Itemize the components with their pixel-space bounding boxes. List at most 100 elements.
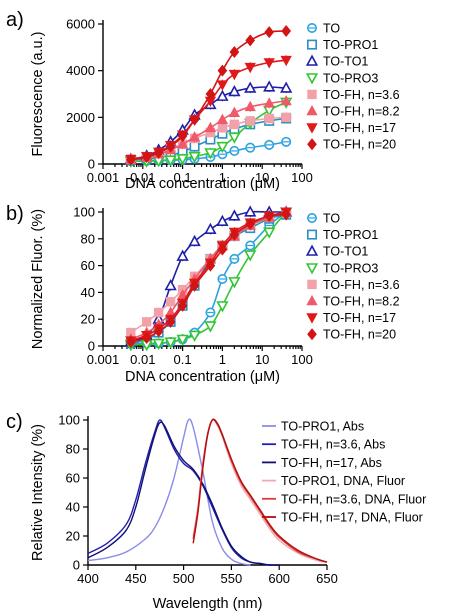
y-tick-label: 40 <box>66 500 80 515</box>
legend-label: TO-FH, n=17 <box>323 121 396 135</box>
x-tick-label: 0.001 <box>87 170 120 185</box>
data-point <box>217 64 228 77</box>
legend-marker <box>307 138 317 151</box>
data-point <box>263 227 276 239</box>
series-8: TO-FH, n=20 <box>125 25 396 166</box>
data-point <box>177 299 188 312</box>
chart-panel-3: c) 400 450 500 550 600 650 0 20 40 60 80 100 Waveleng… <box>6 411 426 611</box>
x-tick-label: 550 <box>221 571 243 586</box>
data-point <box>164 337 177 349</box>
legend-label: TO <box>323 22 340 36</box>
x-tick-label: 0.01 <box>130 352 155 367</box>
x-tick-label: 10 <box>255 170 269 185</box>
data-point <box>264 210 275 223</box>
legend-marker <box>306 39 317 50</box>
data-point <box>176 334 189 346</box>
chart-panel-2: b) 0.001 0.01 0.1 1 10 100 0 20 40 60 80 100 DNA conc… <box>6 203 400 385</box>
legend-label: TO-PRO3 <box>323 71 378 85</box>
data-point <box>264 26 275 39</box>
y-tick-label: 60 <box>66 471 80 486</box>
series-line <box>87 421 280 566</box>
data-point <box>244 81 257 93</box>
x-axis-label: DNA concentration (μM) <box>125 369 280 385</box>
data-point <box>176 138 189 149</box>
data-point <box>229 46 240 58</box>
data-point <box>204 321 217 333</box>
panel-label: c) <box>6 411 23 433</box>
data-point <box>165 140 176 153</box>
data-point <box>280 55 292 67</box>
series-line <box>192 418 328 563</box>
data-point <box>217 123 228 133</box>
data-point <box>141 317 152 327</box>
x-tick-label: 650 <box>316 571 338 586</box>
legend-label: TO-FH, n=3.6, Abs <box>281 438 385 452</box>
y-axis-label: Normalized Fluor. (%) <box>30 209 46 349</box>
data-point <box>188 131 201 142</box>
legend-label: TO-FH, n=8.2 <box>323 295 400 309</box>
data-point <box>204 148 217 160</box>
legend-label: TO-FH, n=3.6 <box>323 278 400 292</box>
data-point <box>228 69 241 81</box>
legend-label: TO-FH, n=3.6 <box>323 88 400 102</box>
x-tick-label: 1 <box>219 352 226 367</box>
data-point <box>245 34 256 47</box>
data-point <box>204 222 217 235</box>
data-point <box>125 335 136 348</box>
data-point <box>244 205 257 217</box>
data-point <box>244 100 256 112</box>
legend-marker <box>306 229 317 240</box>
y-tick-label: 2000 <box>66 110 95 125</box>
data-point <box>153 146 164 159</box>
data-point <box>280 81 293 93</box>
data-point <box>125 153 136 166</box>
data-point <box>244 250 257 262</box>
legend-label: TO-FH, n=20 <box>323 328 396 342</box>
x-axis-label: Wavelength (nm) <box>153 596 263 611</box>
y-tick-label: 20 <box>66 529 80 544</box>
y-axis-label: Fluorescence (a.u.) <box>30 32 46 157</box>
x-tick-label: 0.1 <box>174 352 192 367</box>
x-tick-label: 450 <box>125 571 147 586</box>
legend-label: TO-FH, n=17, Abs <box>281 456 382 470</box>
data-point <box>229 228 240 241</box>
y-tick-label: 20 <box>81 312 95 327</box>
x-tick-label: 600 <box>268 571 290 586</box>
data-point <box>216 80 229 91</box>
series-3: TO-FH, n=17, Abs <box>87 421 382 566</box>
y-tick-label: 40 <box>81 285 95 300</box>
data-point <box>281 208 292 221</box>
legend-label: TO-TO1 <box>323 55 368 69</box>
data-point <box>164 279 177 291</box>
x-tick-label: 1 <box>219 170 226 185</box>
legend-label: TO-PRO1 <box>323 228 378 242</box>
series-3: TO-TO1 <box>124 205 368 347</box>
panel-label: b) <box>6 203 24 225</box>
y-axis-label: Relative Intensity (%) <box>30 424 46 561</box>
data-point <box>263 97 275 108</box>
legend-label: TO-FH, n=8.2 <box>323 105 400 119</box>
legend-marker <box>305 244 319 256</box>
data-point <box>189 279 200 292</box>
data-point <box>280 94 292 106</box>
data-point <box>281 112 291 123</box>
legend-marker <box>305 73 319 85</box>
data-point <box>205 259 216 272</box>
legend-label: TO-PRO1, Abs <box>281 420 364 434</box>
data-point <box>188 330 201 342</box>
legend-marker <box>307 89 317 100</box>
y-tick-label: 100 <box>58 413 80 428</box>
data-point <box>152 338 165 350</box>
y-tick-label: 60 <box>81 258 95 273</box>
data-point <box>176 249 189 261</box>
data-point <box>217 243 228 256</box>
data-point <box>176 154 189 166</box>
data-point <box>228 132 241 144</box>
legend-marker <box>305 54 319 66</box>
data-point <box>244 62 256 74</box>
data-point <box>228 209 241 221</box>
data-point <box>264 113 274 124</box>
y-tick-label: 4000 <box>66 63 95 78</box>
y-tick-label: 80 <box>66 442 80 457</box>
